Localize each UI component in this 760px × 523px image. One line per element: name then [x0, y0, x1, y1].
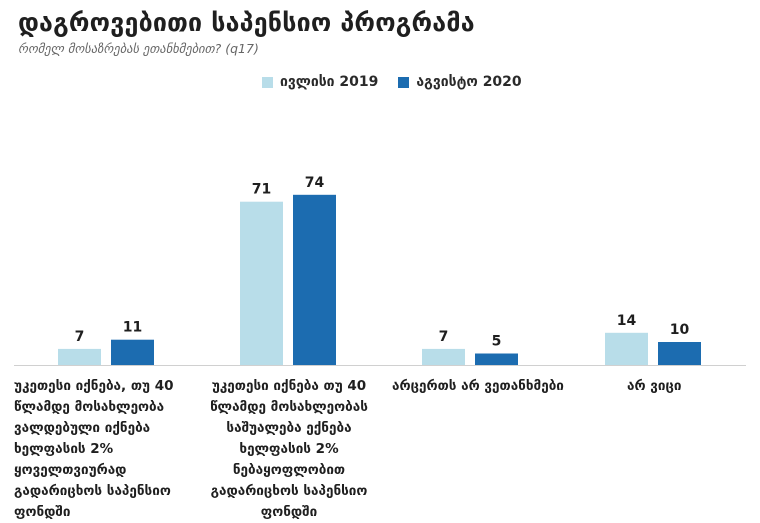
- bar-disagree-all-series-2: [475, 353, 518, 365]
- category-label-disagree-all: არცერთს არ ვეთანხმები: [392, 378, 564, 394]
- bar-dont-know-series-2: [658, 342, 701, 365]
- legend-item-series-1: ივლისი 2019: [262, 74, 378, 90]
- chart-subtitle: რომელ მოსაზრებას ეთანხმებით? (q17): [18, 41, 259, 56]
- data-label-mandatory-series-1: 7: [75, 329, 85, 345]
- bar-voluntary-series-1: [240, 201, 283, 365]
- bar-mandatory-series-1: [58, 348, 101, 365]
- data-label-mandatory-series-2: 11: [123, 320, 142, 336]
- data-label-dont-know-series-1: 14: [617, 313, 637, 329]
- category-label-dont-know: არ ვიცი: [627, 378, 682, 394]
- bar-dont-know-series-1: [605, 332, 648, 365]
- chart-title: დაგროვებითი საპენსიო პროგრამა: [18, 8, 475, 37]
- data-label-dont-know-series-2: 10: [670, 322, 690, 338]
- legend-label-series-1: ივლისი 2019: [280, 74, 379, 90]
- category-label-mandatory: უკეთესი იქნება, თუ 40 წლამდე მოსახლეობა …: [14, 378, 174, 520]
- data-label-voluntary-series-1: 71: [252, 182, 271, 198]
- data-label-disagree-all-series-2: 5: [492, 334, 502, 350]
- bar-voluntary-series-2: [293, 194, 336, 365]
- bar-mandatory-series-2: [111, 339, 154, 365]
- legend-swatch-series-2: [398, 76, 410, 88]
- legend-item-series-2: აგვისტო 2020: [398, 74, 522, 90]
- legend-swatch-series-1: [262, 76, 273, 88]
- data-label-disagree-all-series-1: 7: [439, 329, 449, 345]
- category-label-voluntary: უკეთესი იქნება თუ 40 წლამდე მოსახლეობას …: [210, 378, 368, 520]
- legend: ივლისი 2019 აგვისტო 2020: [262, 74, 522, 90]
- bar-disagree-all-series-1: [422, 348, 465, 365]
- data-label-voluntary-series-2: 74: [305, 175, 325, 191]
- legend-label-series-2: აგვისტო 2020: [416, 74, 522, 90]
